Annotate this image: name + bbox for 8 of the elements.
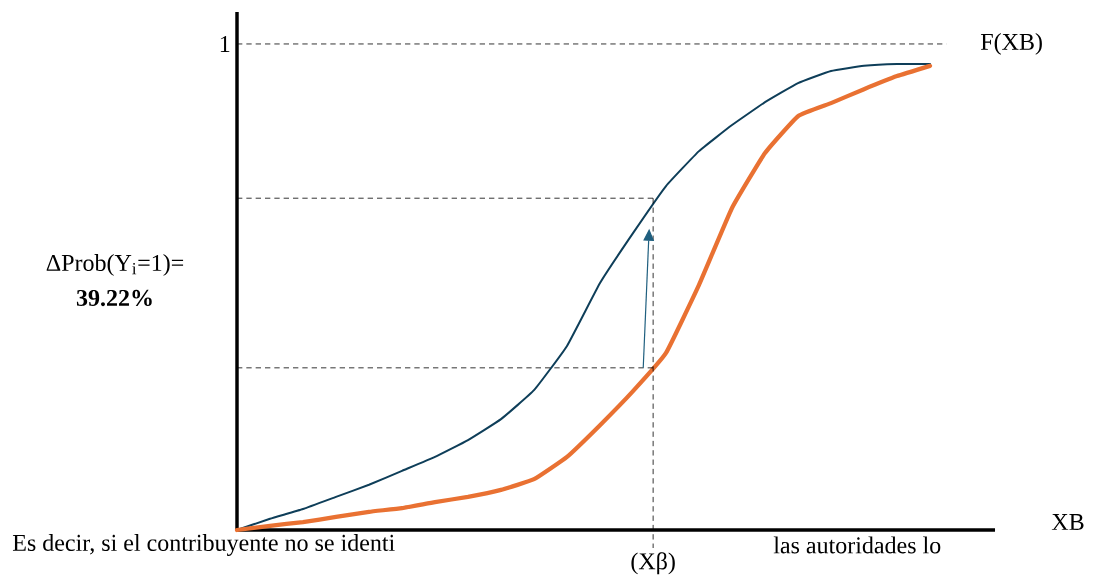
text: Es decir, si el contribuyente no se identi — [12, 534, 395, 556]
x-axis-title: XB — [1051, 514, 1084, 530]
text: ΔProb(Y$_{i}$=1)= — [46, 254, 184, 276]
ref-line-label: 1 — [220, 36, 230, 52]
text: (Xβ) — [631, 552, 675, 575]
text: F(XB) — [980, 33, 1042, 55]
text: las autoridades lo — [773, 536, 941, 554]
text: 39.22% — [76, 289, 152, 307]
